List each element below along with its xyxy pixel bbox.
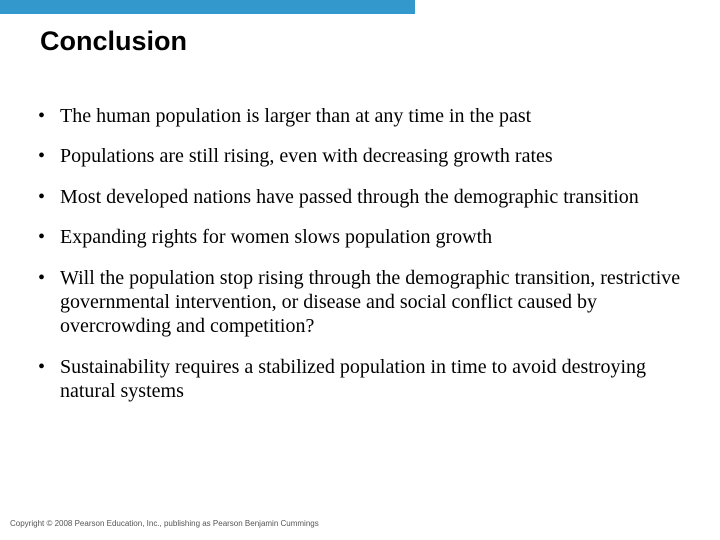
bullet-list: The human population is larger than at a…	[34, 104, 686, 420]
bullet-item: Expanding rights for women slows populat…	[34, 225, 686, 249]
bullet-item: Sustainability requires a stabilized pop…	[34, 355, 686, 404]
bullet-item: Most developed nations have passed throu…	[34, 185, 686, 209]
slide-title: Conclusion	[40, 26, 187, 57]
bullet-item: The human population is larger than at a…	[34, 104, 686, 128]
bullet-item: Populations are still rising, even with …	[34, 144, 686, 168]
accent-bar	[0, 0, 415, 14]
copyright-text: Copyright © 2008 Pearson Education, Inc.…	[10, 519, 319, 528]
bullet-item: Will the population stop rising through …	[34, 266, 686, 339]
